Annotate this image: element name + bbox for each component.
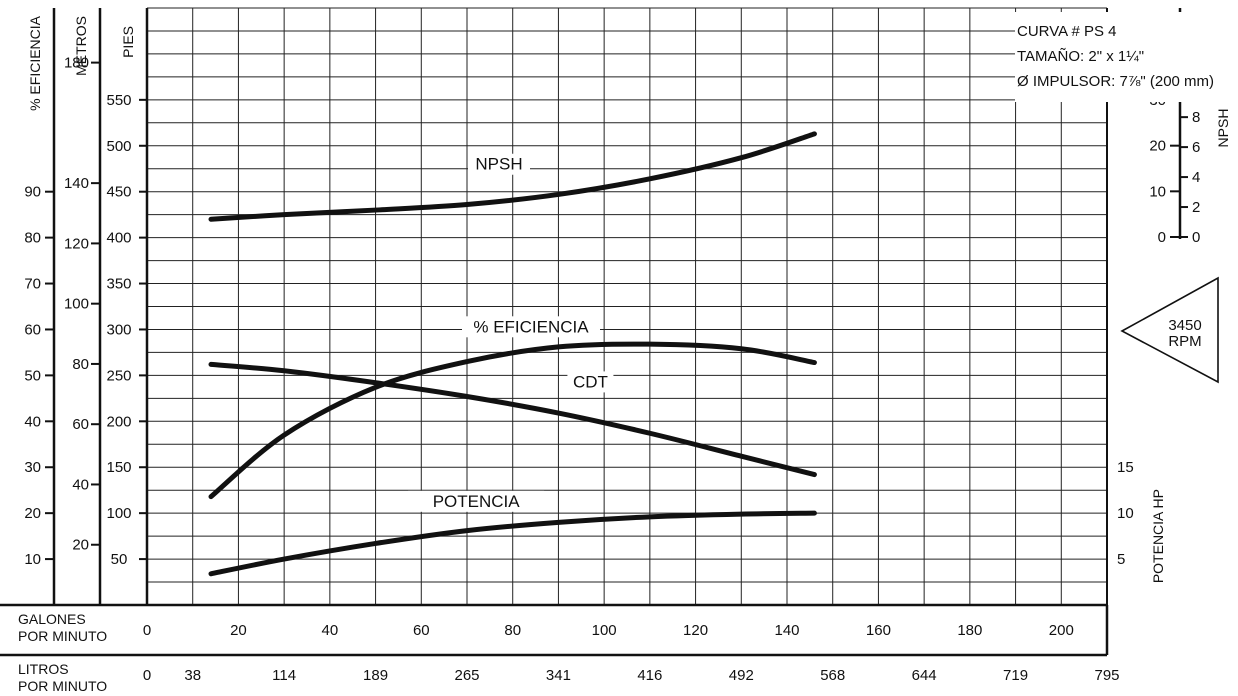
- plot-frame: [0, 8, 1108, 607]
- lpm-tick-label: 416: [637, 667, 662, 684]
- gpm-tick-label: 0: [143, 622, 151, 639]
- info-box: CURVA # PS 4 TAMAÑO: 2" x 1¼" Ø IMPULSOR…: [1015, 12, 1238, 102]
- npsh-pies-tick-label: 10: [1149, 183, 1166, 200]
- pies-tick-label: 350: [106, 276, 131, 293]
- metros-axis-title: METROS: [73, 16, 89, 76]
- potencia-curve-label: POTENCIA: [433, 492, 521, 511]
- pies-tick-label: 200: [106, 413, 131, 430]
- npsh-curve-label: NPSH: [475, 155, 522, 174]
- series-line-2: [208, 361, 817, 478]
- npsh-metros-tick-label: 2: [1192, 199, 1200, 216]
- npsh-curve-label-bg: [468, 153, 530, 175]
- pies-tick-label: 50: [111, 551, 128, 568]
- metros-tick-label: 140: [64, 175, 89, 192]
- gpm-tick-label: 20: [230, 622, 247, 639]
- metros-tick-label: 40: [72, 476, 89, 493]
- potencia-tick-label: 10: [1117, 505, 1134, 522]
- metros-tick-label: 180: [64, 55, 89, 72]
- eficiencia-curve-label: % EFICIENCIA: [473, 317, 589, 336]
- eficiencia-tick-label: 50: [24, 367, 41, 384]
- eficiencia-tick-label: 60: [24, 321, 41, 338]
- potencia-tick-label: 15: [1117, 459, 1134, 476]
- pies-tick-label: 250: [106, 367, 131, 384]
- eficiencia-tick-label: 30: [24, 459, 41, 476]
- npsh-metros-tick-label: 6: [1192, 139, 1200, 156]
- eficiencia-tick-label: 40: [24, 413, 41, 430]
- lpm-tick-label: 38: [184, 667, 201, 684]
- eficiencia-tick-label: 10: [24, 551, 41, 568]
- lpm-axis-title-line1: LITROS: [18, 661, 69, 677]
- npsh-metros-tick-label: 0: [1192, 229, 1200, 246]
- lpm-tick-label: 492: [729, 667, 754, 684]
- lpm-tick-label: 189: [363, 667, 388, 684]
- gpm-tick-label: 160: [866, 622, 891, 639]
- cdt-curve-label: CDT: [573, 372, 608, 391]
- cdt-curve-label-bg: [567, 371, 614, 393]
- rpm-value: 3450: [1168, 317, 1201, 334]
- metros-tick-label: 20: [72, 537, 89, 554]
- potencia-tick-label: 5: [1117, 551, 1125, 568]
- performance-curves: [208, 131, 817, 577]
- pies-tick-label: 300: [106, 321, 131, 338]
- gpm-tick-label: 60: [413, 622, 430, 639]
- gpm-tick-label: 40: [322, 622, 339, 639]
- gpm-axis-title-line1: GALONES: [18, 611, 86, 627]
- npsh-pies-tick-label: 0: [1158, 229, 1166, 246]
- pies-tick-label: 150: [106, 459, 131, 476]
- potencia-curve-label-bg: [408, 490, 545, 512]
- lpm-tick-label: 644: [912, 667, 937, 684]
- metros-tick-label: 80: [72, 356, 89, 373]
- lpm-tick-label: 265: [454, 667, 479, 684]
- npsh-metros-tick-label: 4: [1192, 169, 1200, 186]
- gpm-tick-label: 100: [592, 622, 617, 639]
- metros-tick-label: 120: [64, 235, 89, 252]
- gpm-tick-label: 80: [504, 622, 521, 639]
- eficiencia-tick-label: 20: [24, 505, 41, 522]
- lpm-tick-label: 341: [546, 667, 571, 684]
- npsh-pies-tick-label: 20: [1149, 138, 1166, 155]
- lpm-tick-label: 114: [272, 667, 296, 684]
- pies-tick-label: 450: [106, 184, 131, 201]
- lpm-tick-label: 719: [1003, 667, 1028, 684]
- rpm-indicator: 3450 RPM: [1120, 276, 1219, 384]
- gpm-tick-label: 180: [957, 622, 982, 639]
- eficiencia-tick-label: 80: [24, 230, 41, 247]
- gpm-tick-label: 120: [683, 622, 708, 639]
- lpm-tick-label: 795: [1094, 667, 1119, 684]
- eficiencia-axis-title: % EFICIENCIA: [27, 15, 43, 111]
- metros-tick-label: 100: [64, 296, 89, 313]
- series-line-3: [208, 510, 817, 577]
- metros-tick-label: 60: [72, 416, 89, 433]
- potencia-axis-title: POTENCIA HP: [1150, 489, 1166, 583]
- npsh-metros-tick-label: 8: [1192, 109, 1200, 126]
- series-line-1: [208, 341, 817, 500]
- series-line-0: [208, 131, 817, 222]
- info-line-3: Ø IMPULSOR: 7⅞" (200 mm): [1017, 73, 1214, 90]
- gpm-axis-title-line2: POR MINUTO: [18, 628, 107, 644]
- gpm-tick-label: 140: [774, 622, 799, 639]
- info-line-2: TAMAÑO: 2" x 1¼": [1017, 48, 1144, 65]
- pies-tick-label: 400: [106, 230, 131, 247]
- info-line-1: CURVA # PS 4: [1017, 23, 1117, 40]
- lpm-tick-label: 568: [820, 667, 845, 684]
- pies-tick-label: 550: [106, 92, 131, 109]
- pies-tick-label: 100: [106, 505, 131, 522]
- rpm-triangle-icon: [1120, 276, 1219, 384]
- pies-tick-label: 500: [106, 138, 131, 155]
- npsh-axis-title: NPSH: [1215, 109, 1231, 148]
- left-axes: 10 20 30 40 50 60 70 80 90 % EFICIENCIA 20 40 60 80 10…: [24, 8, 147, 605]
- lpm-tick-label: 0: [143, 667, 151, 684]
- lpm-axis-title-line2: POR MINUTO: [18, 678, 107, 694]
- eficiencia-tick-label: 90: [24, 184, 41, 201]
- rpm-unit: RPM: [1168, 333, 1201, 350]
- eficiencia-curve-label-bg: [462, 316, 600, 338]
- pies-axis-title: PIES: [120, 26, 136, 58]
- curve-labels: NPSH % EFICIENCIA CDT POTENCIA: [408, 153, 614, 512]
- eficiencia-tick-label: 70: [24, 276, 41, 293]
- gpm-tick-label: 200: [1049, 622, 1074, 639]
